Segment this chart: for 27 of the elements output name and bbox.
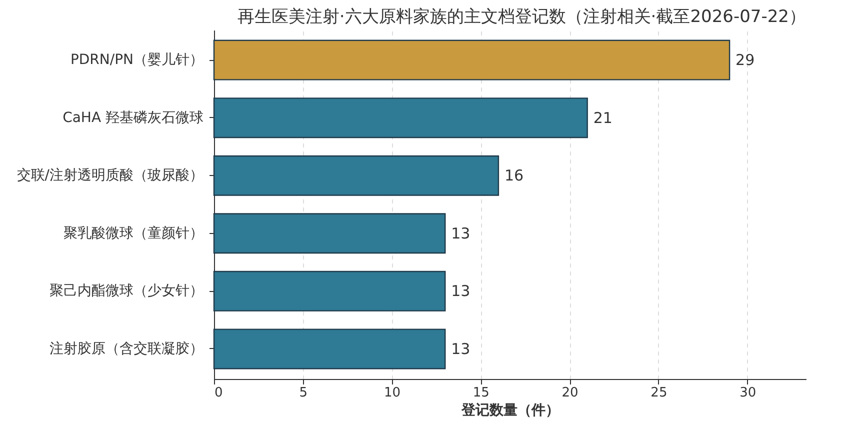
y-tick-label: 交联/注射透明质酸（玻尿酸） bbox=[16, 168, 204, 184]
x-tick-label: 30 bbox=[740, 386, 756, 400]
bar bbox=[213, 213, 446, 254]
x-tick-label: 10 bbox=[384, 386, 401, 400]
x-tick-label: 25 bbox=[650, 386, 668, 400]
data-label: 16 bbox=[504, 166, 524, 185]
data-label: 13 bbox=[451, 224, 470, 242]
x-tick-label: 5 bbox=[299, 386, 308, 400]
bar bbox=[213, 328, 446, 370]
data-label: 13 bbox=[451, 282, 470, 300]
x-tick-label: 0 bbox=[214, 386, 223, 400]
y-tick-label: CaHA 羟基磷灰石微球 bbox=[62, 110, 204, 126]
bar bbox=[213, 40, 730, 80]
bar bbox=[213, 270, 446, 312]
data-label: 29 bbox=[736, 51, 755, 70]
y-tick-label: 聚乳酸微球（童颜针） bbox=[64, 225, 204, 242]
data-label: 13 bbox=[451, 340, 470, 358]
y-tick-label: PDRN/PN（婴儿针） bbox=[70, 52, 204, 68]
x-tick-label: 20 bbox=[562, 386, 578, 400]
chart-title: 再生医美注射·六大原料家族的主文档登记数（注射相关·截至2026-07-22） bbox=[237, 7, 806, 27]
x-tick-label: 15 bbox=[472, 386, 490, 400]
y-tick-label: 聚己内酯微球（少女针） bbox=[50, 283, 204, 300]
x-axis-title: 登记数量（件） bbox=[460, 402, 560, 418]
bar bbox=[213, 98, 588, 138]
bar bbox=[213, 155, 500, 196]
y-tick-label: 注射胶原（含交联凝胶） bbox=[50, 340, 204, 357]
data-label: 21 bbox=[593, 108, 612, 127]
